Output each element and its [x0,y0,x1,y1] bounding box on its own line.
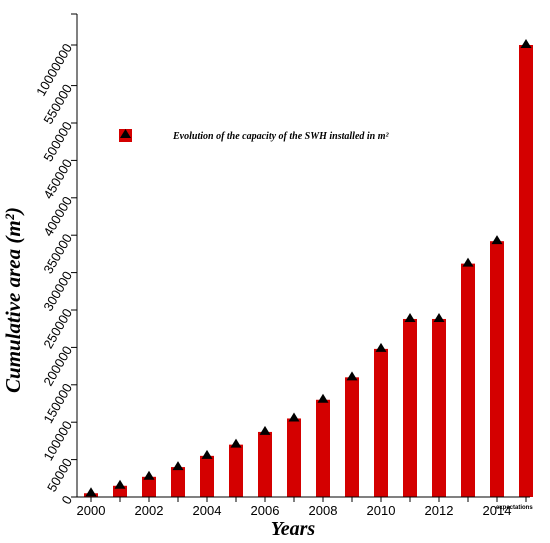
x-tick-label: 2002 [135,503,164,518]
x-axis-ticks: 2000 2002 2004 2006 2008 2010 2012 2014 [77,497,527,518]
marker-point [317,393,329,403]
marker-point [520,39,532,48]
bar [200,455,214,497]
bar [345,377,359,497]
legend: Evolution of the capacity of the SWH ins… [119,129,390,142]
y-tick-label: 200000 [40,343,75,388]
marker-point [491,235,503,245]
x-tick-label: 2006 [251,503,280,518]
y-tick-label: 100000 [40,418,75,463]
bar [403,318,417,497]
marker-point [375,342,387,352]
marker-point [462,257,474,267]
bar [519,45,533,497]
x-axis-title: Years [271,518,316,540]
y-tick-label: 250000 [40,306,75,351]
bar [374,348,388,497]
x-tick-label: 2012 [425,503,454,518]
legend-label: Evolution of the capacity of the SWH ins… [172,131,390,142]
marker-point [404,312,416,322]
bar [461,263,475,497]
bars [84,45,533,497]
x-tick-label: 2004 [193,503,222,518]
legend-marker [120,129,131,138]
x-tick-label: 2014 [483,503,512,518]
marker-point [114,479,126,489]
y-tick-label: 300000 [40,269,75,314]
bar [287,418,301,497]
marker-point [346,371,358,381]
x-tick-label: 2008 [309,503,338,518]
x-tick-label: 2000 [77,503,106,518]
marker-point [259,425,271,435]
marker-point [288,412,300,422]
bar [142,476,156,497]
y-axis-title: Cumulative area (m²) [1,207,25,393]
marker-point [143,470,155,480]
y-tick-label: 350000 [40,231,75,276]
marker-point [172,461,184,471]
marker-point [230,438,242,448]
markers [85,39,532,497]
bar [258,431,272,497]
y-tick-label: 500000 [40,119,75,164]
x-tick-label: 2010 [367,503,396,518]
marker-point [433,312,445,322]
bar [229,444,243,497]
y-tick-label: 400000 [40,194,75,239]
y-axis-ticks: 0500001000001500002000002500003000003500… [33,13,77,507]
bar [171,467,185,497]
y-tick-label: 0 [58,493,75,507]
marker-point [85,487,97,497]
x-axis-note: expectations [496,505,533,511]
marker-point [201,449,213,459]
y-tick-label: 150000 [40,381,75,426]
y-tick-label: 450000 [40,156,75,201]
bar [490,241,504,497]
bar [113,485,127,497]
bar [316,399,330,497]
bar [432,318,446,497]
